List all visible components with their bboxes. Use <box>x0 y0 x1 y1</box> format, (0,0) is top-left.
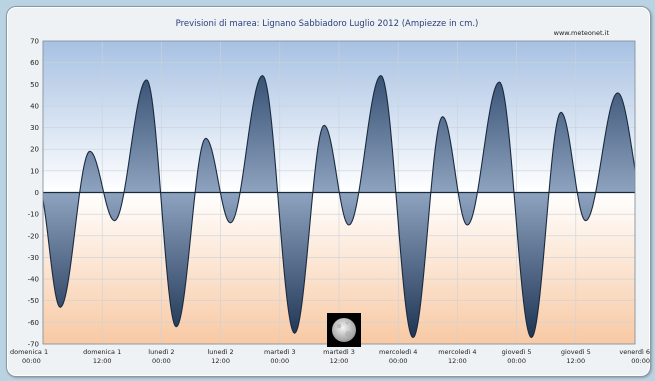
y-tick-label: 20 <box>30 146 39 154</box>
y-tick-label: 40 <box>30 102 39 110</box>
y-tick-label: -40 <box>28 276 39 284</box>
x-tick-time-label: 12:00 <box>211 357 230 365</box>
y-tick-label: -70 <box>28 341 39 349</box>
y-tick-label: -60 <box>28 319 39 327</box>
x-tick-day-label: mercoledì 4 <box>438 348 476 356</box>
x-tick-time-label: 12:00 <box>448 357 467 365</box>
x-tick-time-label: 00:00 <box>631 357 650 365</box>
x-tick-day-label: venerdì 6 <box>619 348 650 356</box>
tide-chart: Previsioni di marea: Lignano Sabbiadoro … <box>10 19 650 365</box>
x-tick-day-label: giovedì 5 <box>502 348 532 356</box>
x-tick-day-label: domenica 1 <box>10 348 48 356</box>
x-tick-day-label: lunedì 2 <box>208 348 234 356</box>
tide-area <box>43 75 635 339</box>
x-tick-time-label: 00:00 <box>507 357 526 365</box>
x-tick-day-label: giovedì 5 <box>561 348 591 356</box>
y-tick-label: -10 <box>28 211 39 219</box>
chart-title: Previsioni di marea: Lignano Sabbiadoro … <box>176 19 479 29</box>
x-tick-time-label: 12:00 <box>330 357 349 365</box>
y-tick-label: -20 <box>28 232 39 240</box>
x-tick-time-label: 00:00 <box>152 357 171 365</box>
chart-panel: Previsioni di marea: Lignano Sabbiadoro … <box>6 6 651 377</box>
x-tick-time-label: 00:00 <box>22 357 41 365</box>
y-tick-label: 50 <box>30 81 39 89</box>
x-tick-day-label: martedì 3 <box>264 348 296 356</box>
tide-area-layer <box>43 75 635 339</box>
y-tick-label: 60 <box>30 59 39 67</box>
y-tick-label: 70 <box>30 38 39 46</box>
y-tick-label: 10 <box>30 167 39 175</box>
source-label: www.meteonet.it <box>554 29 610 37</box>
y-tick-label: -30 <box>28 254 39 262</box>
y-tick-label: 0 <box>35 189 39 197</box>
x-tick-time-label: 12:00 <box>566 357 585 365</box>
x-tick-time-label: 00:00 <box>389 357 408 365</box>
x-tick-day-label: lunedì 2 <box>148 348 174 356</box>
x-tick-day-label: domenica 1 <box>83 348 121 356</box>
x-tick-day-label: mercoledì 4 <box>379 348 417 356</box>
y-tick-label: 30 <box>30 124 39 132</box>
x-tick-time-label: 12:00 <box>93 357 112 365</box>
full-moon-icon <box>327 313 361 347</box>
x-tick-day-label: martedì 3 <box>323 348 355 356</box>
y-tick-label: -50 <box>28 297 39 305</box>
y-axis-ticks: 70 60 50 40 30 20 10 0 -10 -20 -30 -40 -50 -60 -70 <box>28 38 39 349</box>
x-tick-time-label: 00:00 <box>270 357 289 365</box>
